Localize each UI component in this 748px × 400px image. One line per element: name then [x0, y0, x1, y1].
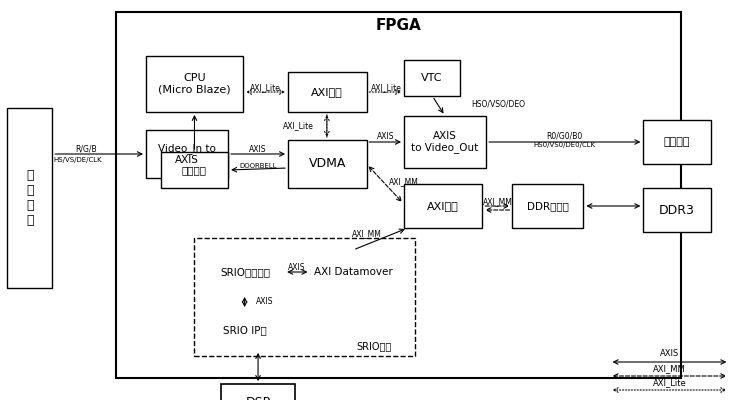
- Text: R/G/B: R/G/B: [75, 144, 96, 153]
- Text: DDR3: DDR3: [659, 204, 695, 216]
- Text: Video_In to
AXIS: Video_In to AXIS: [158, 143, 216, 165]
- Bar: [161, 152, 228, 188]
- Text: VTC: VTC: [421, 73, 443, 83]
- Text: AXIS: AXIS: [288, 263, 306, 272]
- Text: AXIS: AXIS: [660, 350, 679, 358]
- Text: DDR控制器: DDR控制器: [527, 201, 568, 211]
- Bar: [643, 120, 711, 164]
- Text: AXI Datamover: AXI Datamover: [314, 267, 393, 277]
- Text: VDMA: VDMA: [309, 158, 346, 170]
- Bar: [310, 250, 396, 294]
- Bar: [206, 250, 284, 294]
- Text: AXI互连: AXI互连: [427, 201, 459, 211]
- Bar: [643, 188, 711, 232]
- Text: AXIS: AXIS: [249, 146, 267, 154]
- Text: AXI_MM: AXI_MM: [389, 178, 419, 186]
- Text: DSP: DSP: [245, 396, 271, 400]
- Text: AXI_Lite: AXI_Lite: [371, 83, 402, 92]
- Text: DOORBELL: DOORBELL: [239, 163, 277, 169]
- Text: 视频编码: 视频编码: [663, 137, 690, 147]
- Text: HSO/VSO/DEO: HSO/VSO/DEO: [471, 100, 525, 108]
- Text: AXI_Lite: AXI_Lite: [283, 122, 314, 130]
- Text: AXI_Lite: AXI_Lite: [250, 83, 281, 92]
- Text: AXIS: AXIS: [376, 132, 394, 141]
- Bar: [7, 108, 52, 288]
- Bar: [404, 116, 486, 168]
- Bar: [146, 130, 228, 178]
- Text: AXIS
to Video_Out: AXIS to Video_Out: [411, 131, 479, 153]
- Text: AXI_MM: AXI_MM: [352, 230, 381, 238]
- Bar: [404, 184, 482, 228]
- Text: 视
频
解
码: 视 频 解 码: [26, 169, 34, 227]
- Text: SRIO用户程序: SRIO用户程序: [220, 267, 270, 277]
- Text: R0/G0/B0: R0/G0/B0: [547, 132, 583, 140]
- Bar: [288, 140, 367, 188]
- Bar: [221, 384, 295, 400]
- Text: FPGA: FPGA: [375, 18, 421, 34]
- Text: SRIO IP核: SRIO IP核: [223, 325, 267, 335]
- Bar: [288, 72, 367, 112]
- Text: 中断控制: 中断控制: [182, 165, 207, 175]
- Text: HS/VS/DE/CLK: HS/VS/DE/CLK: [54, 157, 102, 163]
- Text: HS0/VS0/DE0/CLK: HS0/VS0/DE0/CLK: [533, 142, 596, 148]
- Text: AXI_Lite: AXI_Lite: [652, 378, 687, 387]
- Bar: [206, 310, 284, 350]
- Bar: [146, 56, 243, 112]
- Text: AXI互连: AXI互连: [311, 87, 343, 97]
- Text: AXI_MM: AXI_MM: [653, 364, 686, 373]
- Bar: [194, 238, 415, 356]
- Text: CPU
(Micro Blaze): CPU (Micro Blaze): [158, 73, 231, 95]
- Bar: [116, 12, 681, 378]
- Text: AXI_MM: AXI_MM: [482, 197, 512, 206]
- Text: AXIS: AXIS: [256, 298, 273, 306]
- Bar: [512, 184, 583, 228]
- Text: SRIO模块: SRIO模块: [356, 341, 392, 351]
- Bar: [404, 60, 460, 96]
